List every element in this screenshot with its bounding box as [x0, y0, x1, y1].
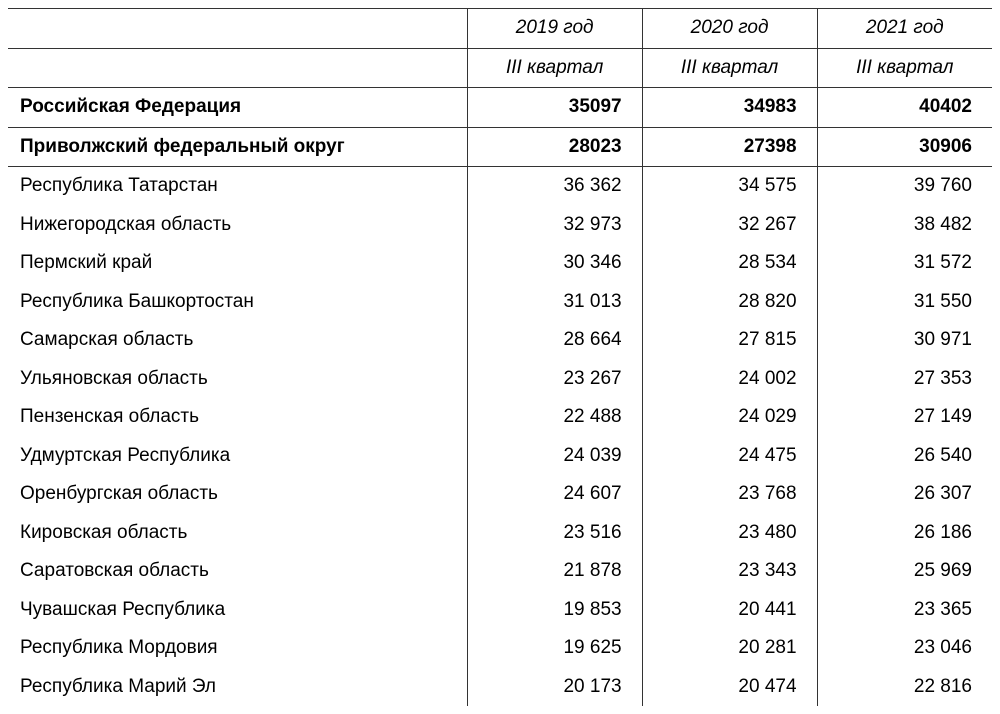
row-label: Саратовская область	[8, 552, 467, 591]
row-value: 31 013	[467, 283, 642, 322]
row-value: 23 046	[817, 629, 992, 668]
row-label: Пензенская область	[8, 398, 467, 437]
row-value: 27398	[642, 127, 817, 167]
table-row: Нижегородская область 32 973 32 267 38 4…	[8, 206, 992, 245]
row-value: 34983	[642, 88, 817, 128]
table-row: Республика Татарстан 36 362 34 575 39 76…	[8, 167, 992, 206]
row-value: 30906	[817, 127, 992, 167]
row-value: 36 362	[467, 167, 642, 206]
row-value: 24 002	[642, 360, 817, 399]
sub-header-2020: III квартал	[642, 48, 817, 88]
row-value: 28 664	[467, 321, 642, 360]
row-label: Республика Татарстан	[8, 167, 467, 206]
row-value: 38 482	[817, 206, 992, 245]
row-label: Приволжский федеральный округ	[8, 127, 467, 167]
row-value: 28 534	[642, 244, 817, 283]
row-value: 19 625	[467, 629, 642, 668]
row-value: 30 971	[817, 321, 992, 360]
row-value: 27 149	[817, 398, 992, 437]
row-value: 25 969	[817, 552, 992, 591]
table-row: Самарская область 28 664 27 815 30 971	[8, 321, 992, 360]
row-value: 31 550	[817, 283, 992, 322]
sub-header-row: III квартал III квартал III квартал	[8, 48, 992, 88]
table-row: Приволжский федеральный округ 28023 2739…	[8, 127, 992, 167]
row-value: 23 267	[467, 360, 642, 399]
row-value: 26 540	[817, 437, 992, 476]
table-row: Саратовская область 21 878 23 343 25 969	[8, 552, 992, 591]
row-value: 23 343	[642, 552, 817, 591]
table-row: Кировская область 23 516 23 480 26 186	[8, 514, 992, 553]
row-label: Чувашская Республика	[8, 591, 467, 630]
table-row: Пензенская область 22 488 24 029 27 149	[8, 398, 992, 437]
income-table: 2019 год 2020 год 2021 год III квартал I…	[8, 8, 992, 706]
row-label: Российская Федерация	[8, 88, 467, 128]
row-label: Удмуртская Республика	[8, 437, 467, 476]
year-header-2020: 2020 год	[642, 9, 817, 49]
row-label: Ульяновская область	[8, 360, 467, 399]
row-value: 24 039	[467, 437, 642, 476]
row-value: 20 474	[642, 668, 817, 707]
row-value: 34 575	[642, 167, 817, 206]
table-row: Республика Мордовия 19 625 20 281 23 046	[8, 629, 992, 668]
table-body: Российская Федерация 35097 34983 40402 П…	[8, 88, 992, 707]
year-header-2019: 2019 год	[467, 9, 642, 49]
empty-header-cell	[8, 9, 467, 49]
row-value: 21 878	[467, 552, 642, 591]
row-value: 20 173	[467, 668, 642, 707]
row-value: 30 346	[467, 244, 642, 283]
table-row: Чувашская Республика 19 853 20 441 23 36…	[8, 591, 992, 630]
row-value: 31 572	[817, 244, 992, 283]
row-label: Республика Марий Эл	[8, 668, 467, 707]
row-label: Оренбургская область	[8, 475, 467, 514]
row-value: 22 488	[467, 398, 642, 437]
table-row: Ульяновская область 23 267 24 002 27 353	[8, 360, 992, 399]
sub-header-2021: III квартал	[817, 48, 992, 88]
row-label: Нижегородская область	[8, 206, 467, 245]
row-value: 32 973	[467, 206, 642, 245]
row-value: 24 475	[642, 437, 817, 476]
row-label: Республика Башкортостан	[8, 283, 467, 322]
row-value: 22 816	[817, 668, 992, 707]
row-label: Кировская область	[8, 514, 467, 553]
row-value: 27 353	[817, 360, 992, 399]
row-label: Самарская область	[8, 321, 467, 360]
row-label: Пермский край	[8, 244, 467, 283]
row-value: 20 281	[642, 629, 817, 668]
row-label: Республика Мордовия	[8, 629, 467, 668]
row-value: 26 186	[817, 514, 992, 553]
row-value: 40402	[817, 88, 992, 128]
row-value: 35097	[467, 88, 642, 128]
table-row: Удмуртская Республика 24 039 24 475 26 5…	[8, 437, 992, 476]
table-row: Российская Федерация 35097 34983 40402	[8, 88, 992, 128]
row-value: 26 307	[817, 475, 992, 514]
row-value: 28 820	[642, 283, 817, 322]
year-header-2021: 2021 год	[817, 9, 992, 49]
row-value: 23 516	[467, 514, 642, 553]
empty-subheader-cell	[8, 48, 467, 88]
table-row: Пермский край 30 346 28 534 31 572	[8, 244, 992, 283]
row-value: 23 365	[817, 591, 992, 630]
row-value: 24 607	[467, 475, 642, 514]
row-value: 27 815	[642, 321, 817, 360]
row-value: 24 029	[642, 398, 817, 437]
table-row: Оренбургская область 24 607 23 768 26 30…	[8, 475, 992, 514]
year-header-row: 2019 год 2020 год 2021 год	[8, 9, 992, 49]
row-value: 28023	[467, 127, 642, 167]
sub-header-2019: III квартал	[467, 48, 642, 88]
row-value: 39 760	[817, 167, 992, 206]
row-value: 20 441	[642, 591, 817, 630]
table-row: Республика Башкортостан 31 013 28 820 31…	[8, 283, 992, 322]
row-value: 23 480	[642, 514, 817, 553]
table-row: Республика Марий Эл 20 173 20 474 22 816	[8, 668, 992, 707]
row-value: 32 267	[642, 206, 817, 245]
row-value: 19 853	[467, 591, 642, 630]
row-value: 23 768	[642, 475, 817, 514]
